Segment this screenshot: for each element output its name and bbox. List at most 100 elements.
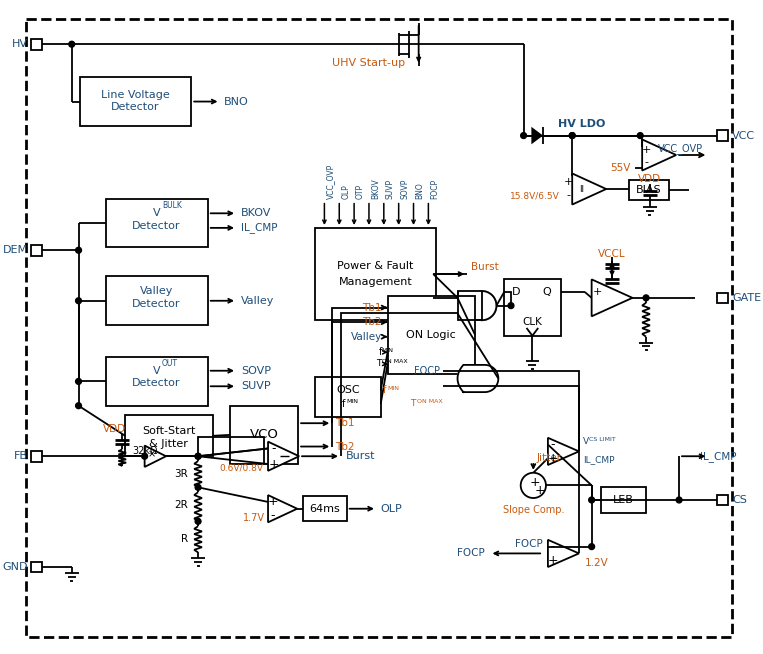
Polygon shape (642, 139, 676, 171)
Bar (388, 296, 475, 373)
Text: UHV Start-up: UHV Start-up (332, 58, 404, 67)
Text: Valley: Valley (140, 286, 173, 296)
Text: OSC: OSC (336, 385, 359, 395)
Text: BNO: BNO (416, 182, 424, 199)
Text: IL_CMP: IL_CMP (583, 455, 614, 464)
Text: SOVP: SOVP (401, 179, 410, 199)
Text: MIN: MIN (346, 400, 359, 404)
Text: Burst: Burst (471, 262, 499, 272)
Circle shape (637, 133, 643, 139)
Text: 1.7V: 1.7V (243, 513, 265, 523)
Text: GND: GND (2, 562, 27, 572)
Bar (314, 228, 436, 320)
Text: IL_CMP: IL_CMP (241, 222, 277, 233)
Text: GATE: GATE (732, 293, 761, 303)
Text: II: II (579, 184, 584, 194)
Text: Tb1: Tb1 (362, 303, 382, 313)
Text: FOCP: FOCP (430, 179, 439, 199)
Bar (717, 494, 728, 506)
Text: f: f (341, 399, 345, 409)
Text: Valley: Valley (241, 296, 274, 306)
Polygon shape (548, 438, 579, 465)
Text: LEB: LEB (613, 495, 634, 505)
Text: -: - (566, 190, 570, 200)
Text: -: - (644, 157, 648, 167)
Bar (106, 199, 208, 247)
Text: IL_CMP: IL_CMP (700, 451, 737, 462)
Text: +: + (547, 452, 558, 465)
Polygon shape (548, 540, 579, 567)
Polygon shape (481, 291, 497, 320)
Text: 15.8V/6.5V: 15.8V/6.5V (510, 192, 559, 200)
Text: OLP: OLP (381, 504, 403, 514)
Circle shape (569, 133, 575, 139)
Text: Detector: Detector (132, 379, 181, 388)
Text: ON MAX: ON MAX (382, 360, 407, 364)
Text: BNO: BNO (224, 97, 249, 107)
Bar (31, 562, 42, 572)
Text: -: - (272, 442, 276, 455)
Text: ×: × (147, 449, 156, 459)
Text: SOVP: SOVP (241, 366, 271, 376)
Circle shape (142, 453, 147, 459)
Text: V: V (153, 209, 160, 218)
Text: VCC_OVP: VCC_OVP (658, 143, 703, 154)
Bar (504, 279, 561, 336)
Circle shape (520, 473, 546, 498)
Bar (230, 405, 298, 464)
Text: Tb2: Tb2 (335, 441, 355, 451)
Text: T: T (410, 400, 415, 408)
Circle shape (195, 485, 201, 490)
Polygon shape (531, 127, 543, 145)
Circle shape (589, 543, 594, 549)
Circle shape (569, 133, 575, 139)
Text: +: + (269, 458, 279, 470)
Text: Detector: Detector (132, 299, 181, 309)
Text: SUVP: SUVP (241, 381, 270, 391)
Text: R: R (182, 534, 188, 544)
Bar (629, 181, 669, 199)
Text: Q: Q (542, 287, 552, 297)
Text: OUT: OUT (162, 359, 178, 368)
Text: Slope Comp.: Slope Comp. (503, 505, 564, 515)
Polygon shape (458, 365, 498, 392)
Text: +: + (534, 484, 545, 497)
Text: +: + (530, 476, 540, 489)
Text: HV LDO: HV LDO (559, 119, 606, 129)
Text: T: T (376, 360, 382, 368)
Text: +: + (642, 145, 651, 155)
Circle shape (195, 453, 201, 459)
Text: VCCL: VCCL (598, 249, 626, 259)
Text: 55V: 55V (610, 163, 630, 173)
Text: +: + (547, 554, 558, 567)
Polygon shape (268, 495, 298, 523)
Circle shape (69, 41, 75, 47)
Bar (31, 245, 42, 256)
Text: VCO: VCO (250, 428, 278, 441)
Polygon shape (145, 445, 166, 467)
Text: -: - (271, 509, 275, 522)
Text: Soft-Start: Soft-Start (142, 426, 195, 436)
Text: VDD: VDD (639, 175, 662, 184)
Text: FOCP: FOCP (515, 539, 543, 549)
Polygon shape (268, 441, 299, 471)
Circle shape (195, 453, 201, 459)
Text: BKOV: BKOV (241, 209, 271, 218)
Text: 3R: 3R (175, 469, 188, 479)
Text: FB: FB (14, 451, 27, 461)
Bar (717, 130, 728, 141)
Text: OTP: OTP (356, 184, 365, 199)
Text: V: V (583, 437, 589, 446)
Text: +: + (564, 177, 573, 187)
Bar (31, 451, 42, 462)
Circle shape (76, 298, 82, 303)
Text: ON Logic: ON Logic (407, 330, 456, 340)
Bar (717, 292, 728, 303)
Bar (31, 39, 42, 50)
Text: 2R: 2R (175, 500, 188, 510)
Circle shape (643, 295, 649, 301)
Circle shape (76, 403, 82, 409)
Circle shape (520, 133, 526, 139)
Text: CS LIMIT: CS LIMIT (589, 438, 616, 442)
Text: 1.2V: 1.2V (584, 558, 609, 568)
